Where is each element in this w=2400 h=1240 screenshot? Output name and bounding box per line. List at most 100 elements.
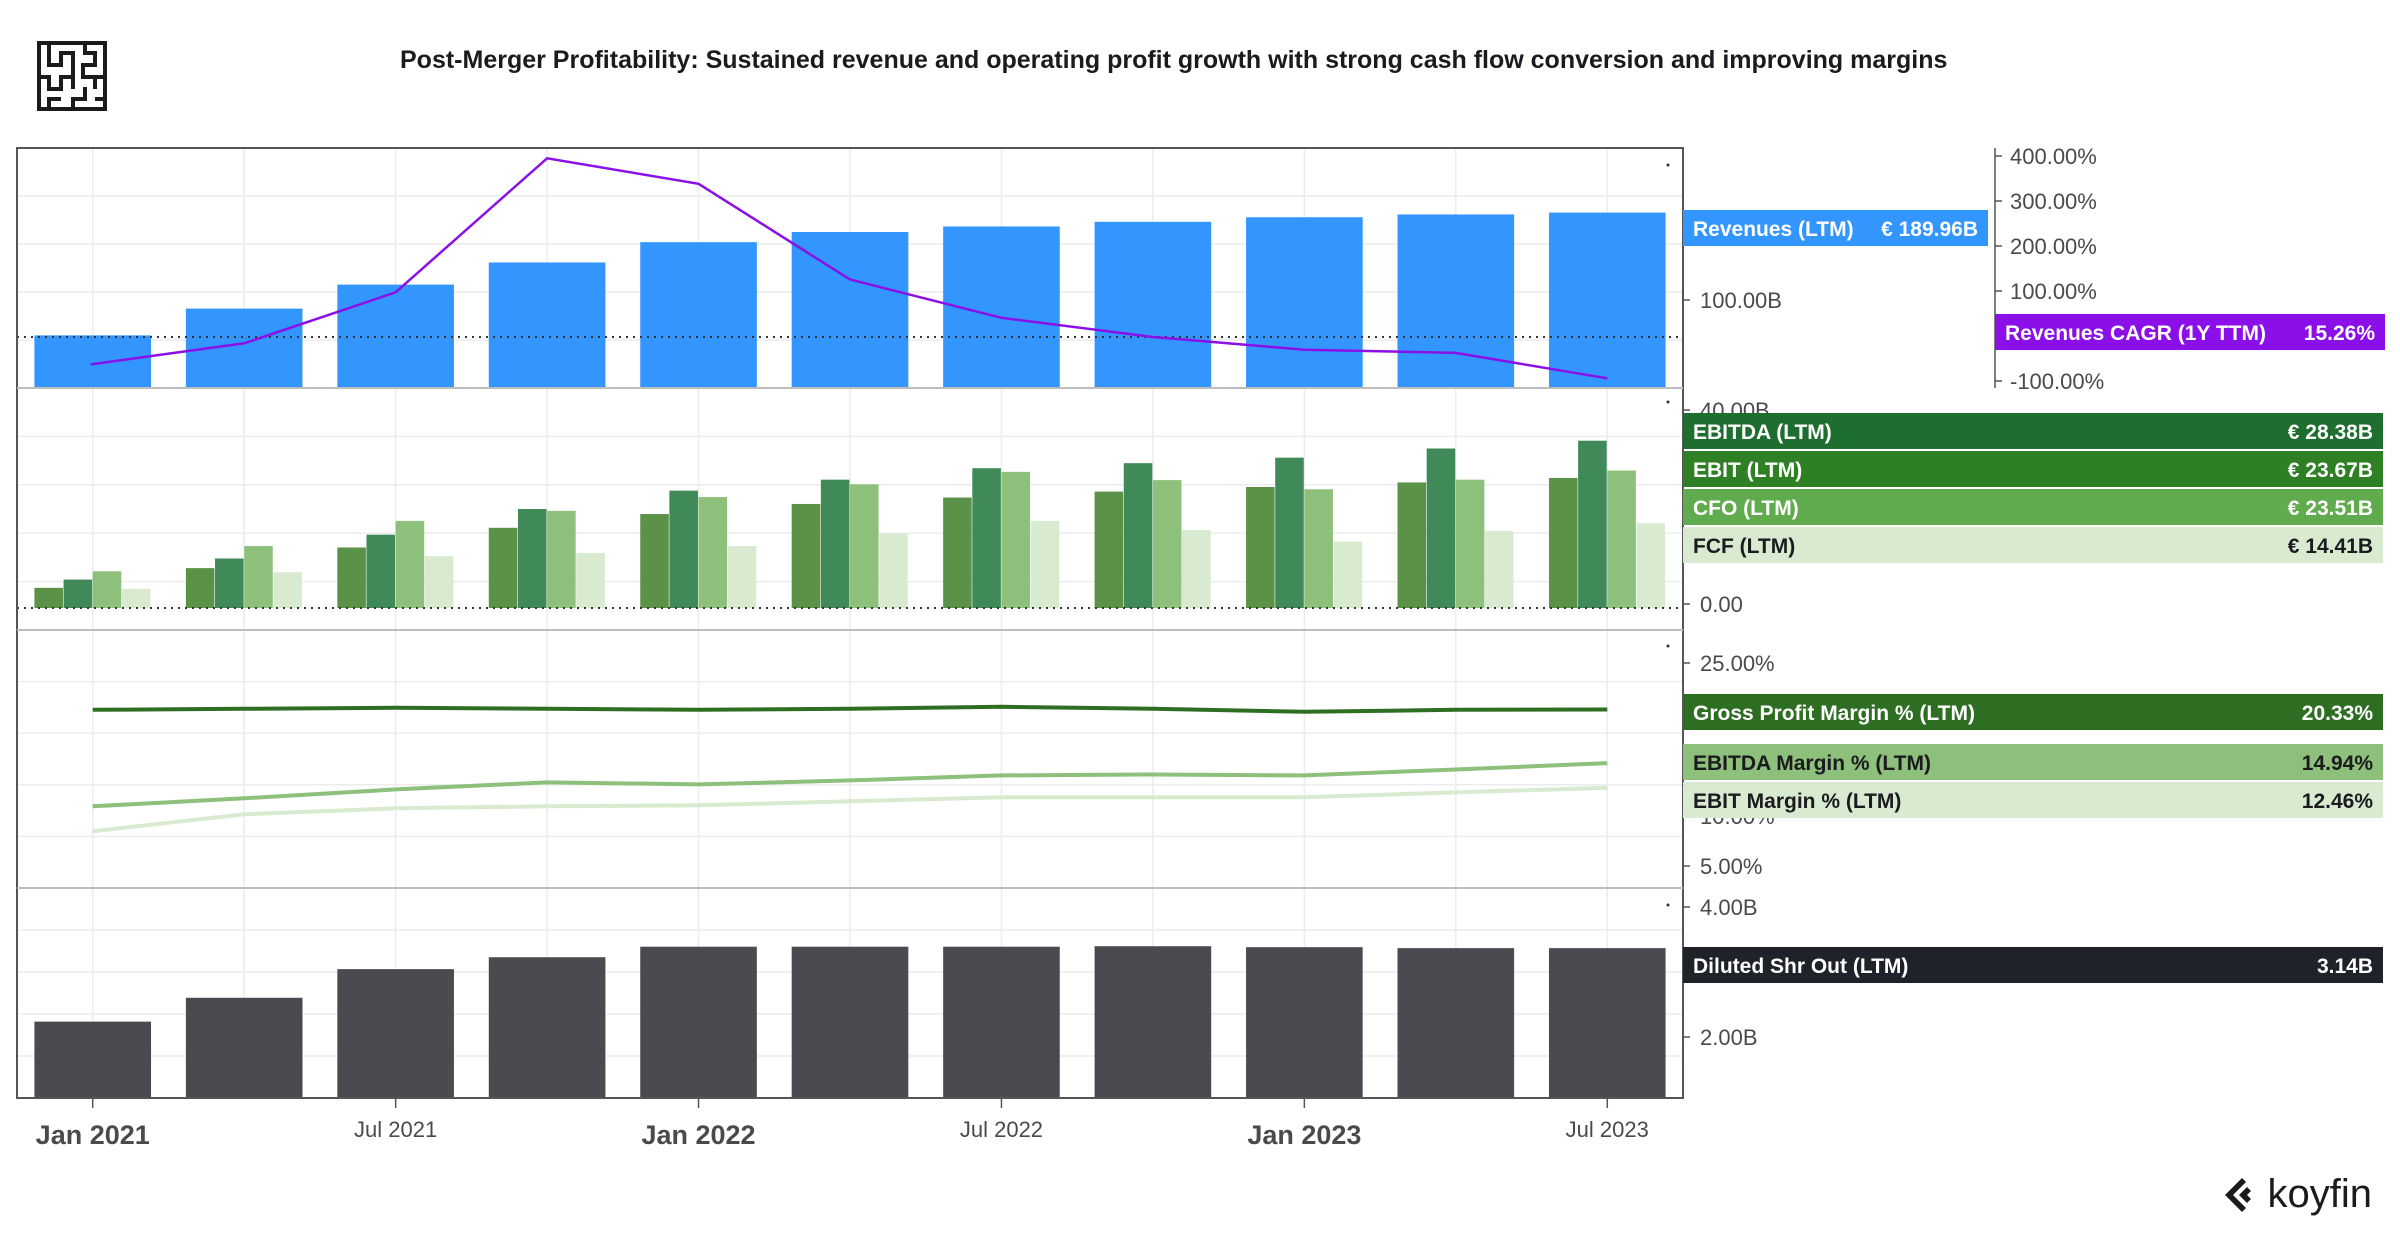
series-label-value: € 23.51B xyxy=(2288,497,2373,520)
shares-label: Diluted Shr Out (LTM) 3.14B xyxy=(1683,947,2383,983)
shares-bar xyxy=(791,946,909,1098)
cash-bar-ebit xyxy=(972,468,1001,608)
series-label-background xyxy=(1683,744,2383,780)
cash-bar-ebit xyxy=(366,534,396,608)
cash-bar-cfo xyxy=(1001,471,1031,608)
brand-logo-icon xyxy=(36,40,108,117)
shares-bar xyxy=(943,946,1060,1098)
x-tick-label: Jan 2021 xyxy=(36,1120,150,1150)
series-label-name: EBIT (LTM) xyxy=(1693,459,1802,482)
series-label-background xyxy=(1683,451,2383,487)
shares-bar xyxy=(1548,948,1666,1098)
revenue-cagr-line xyxy=(90,156,1608,380)
shares-bar xyxy=(185,997,303,1098)
x-tick-label: Jul 2021 xyxy=(354,1117,437,1142)
series-label-name: Diluted Shr Out (LTM) xyxy=(1693,955,1908,978)
cash-bar-fcf xyxy=(1030,520,1060,608)
series-label-value: 20.33% xyxy=(2302,702,2374,725)
brand-name: koyfin xyxy=(2267,1172,2373,1216)
margin-line-ebitda xyxy=(92,761,1608,809)
cash-bar-ebitda xyxy=(1246,487,1275,608)
chart-title: Post-Merger Profitability: Sustained rev… xyxy=(400,46,1948,74)
revenue-bar xyxy=(34,335,152,388)
series-label-value: 15.26% xyxy=(2304,322,2376,345)
series-label-name: Gross Profit Margin % (LTM) xyxy=(1693,702,1975,725)
panel-marker xyxy=(1666,903,1670,907)
cagr-tick-label: 100.00% xyxy=(2010,279,2097,304)
series-label-value: € 28.38B xyxy=(2288,421,2373,444)
cash-bar-ebitda xyxy=(640,514,669,608)
cash-bar-cfo xyxy=(850,484,879,608)
cash-bar-ebitda xyxy=(1094,491,1124,608)
cash-bar-ebitda xyxy=(1397,482,1427,608)
cash-bar-cfo xyxy=(92,571,122,608)
brand-footer[interactable]: koyfin xyxy=(2222,1172,2373,1217)
cash-bar-fcf xyxy=(424,556,454,608)
x-tick-label: Jul 2023 xyxy=(1566,1117,1649,1142)
series-label-name: EBITDA Margin % (LTM) xyxy=(1693,752,1931,775)
y-tick-label: 0.00 xyxy=(1700,592,1743,617)
revenue-bar xyxy=(791,232,909,388)
series-label-name: CFO (LTM) xyxy=(1693,497,1799,520)
cash-label: CFO (LTM) € 23.51B xyxy=(1683,489,2383,525)
series-label-value: 3.14B xyxy=(2317,955,2373,978)
series-label-background xyxy=(1683,210,1988,246)
cash-bar-fcf xyxy=(121,588,151,608)
cash-bar-fcf xyxy=(879,533,908,608)
y-tick-label: 100.00B xyxy=(1700,288,1782,313)
series-label-name: EBIT Margin % (LTM) xyxy=(1693,790,1901,813)
cagr-tick-label: -100.00% xyxy=(2010,369,2104,394)
cash-bar-ebit xyxy=(1123,463,1153,608)
cash-bar-ebitda xyxy=(337,547,366,608)
panel-marker xyxy=(1666,163,1670,167)
shares-bar xyxy=(488,957,606,1098)
cash-bar-fcf xyxy=(1636,523,1665,608)
shares-bar xyxy=(1397,948,1515,1098)
cash-bar-ebitda xyxy=(34,587,63,608)
cash-bar-ebitda xyxy=(185,568,215,608)
series-label-name: FCF (LTM) xyxy=(1693,535,1795,558)
cash-bar-cfo xyxy=(244,546,273,608)
cash-label: EBIT (LTM) € 23.67B xyxy=(1683,451,2383,487)
series-label-background xyxy=(1995,314,2385,350)
series-label-background xyxy=(1683,527,2383,563)
series-label-value: € 189.96B xyxy=(1881,218,1978,241)
cash-bar-ebitda xyxy=(791,503,821,608)
x-tick-label: Jan 2022 xyxy=(641,1120,755,1150)
cash-bar-fcf xyxy=(576,553,605,608)
shares-bar xyxy=(1094,946,1212,1098)
x-tick-label: Jul 2022 xyxy=(960,1117,1043,1142)
cash-bar-ebit xyxy=(63,579,93,608)
series-labels: Revenues (LTM) € 189.96B Revenues CAGR (1Y… xyxy=(1683,210,2385,983)
cash-bar-fcf xyxy=(273,572,302,608)
cagr-tick-label: 200.00% xyxy=(2010,234,2097,259)
cash-bar-ebit xyxy=(669,490,698,608)
cash-bar-ebitda xyxy=(1548,477,1578,608)
cash-label: EBITDA (LTM) € 28.38B xyxy=(1683,413,2383,449)
series-label-name: Revenues CAGR (1Y TTM) xyxy=(2005,322,2266,345)
cash-label: FCF (LTM) € 14.41B xyxy=(1683,527,2383,563)
margin-line-gross xyxy=(92,704,1608,714)
series-label-value: € 23.67B xyxy=(2288,459,2373,482)
series-label-value: € 14.41B xyxy=(2288,535,2373,558)
cash-bar-ebit xyxy=(1275,457,1304,608)
series-label-value: 14.94% xyxy=(2302,752,2374,775)
cash-bar-cfo xyxy=(1152,480,1182,608)
series-label-background xyxy=(1683,694,2383,730)
revenue-bar xyxy=(1246,217,1363,388)
margin-label: Gross Profit Margin % (LTM) 20.33% xyxy=(1683,694,2383,730)
series-label-background xyxy=(1683,413,2383,449)
y-tick-label: 4.00B xyxy=(1700,895,1758,920)
panel-marker xyxy=(1666,400,1670,404)
cash-bar-cfo xyxy=(1455,479,1485,608)
margin-label: EBITDA Margin % (LTM) 14.94% xyxy=(1683,744,2383,780)
cash-bar-ebit xyxy=(1426,448,1456,608)
cash-bar-fcf xyxy=(1484,531,1514,608)
y-tick-label: 25.00% xyxy=(1700,651,1775,676)
shares-bar xyxy=(337,969,454,1098)
cash-bar-cfo xyxy=(698,497,728,608)
chart-axes: 100.00B40.00B0.0025.00%10.00%5.00%4.00B2… xyxy=(16,144,2104,1150)
margin-line-ebit xyxy=(92,785,1608,834)
series-label-background xyxy=(1683,782,2383,818)
y-tick-label: 5.00% xyxy=(1700,854,1762,879)
